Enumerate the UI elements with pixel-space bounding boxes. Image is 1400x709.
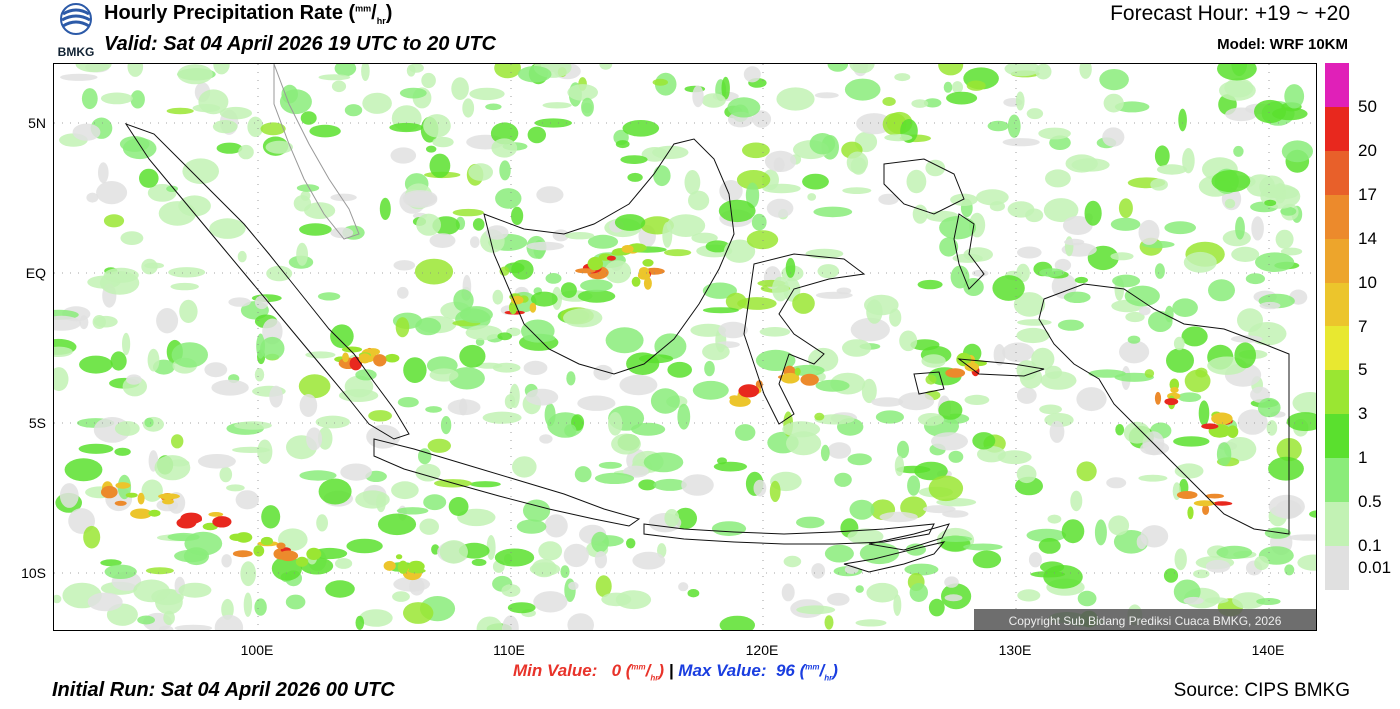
colorbar-swatch — [1325, 282, 1349, 327]
colorbar-label: 14 — [1358, 228, 1377, 248]
min-max-values: Min Value: 0 (mm/hr) | Max Value: 96 (mm… — [513, 661, 838, 682]
colorbar-label: 10 — [1358, 272, 1377, 292]
map-copyright: Copyright Sub Bidang Prediksi Cuaca BMKG… — [974, 609, 1316, 630]
colorbar-label: 20 — [1358, 140, 1377, 160]
lon-label-130e: 130E — [998, 642, 1032, 658]
lat-label-eq: EQ — [25, 265, 46, 281]
colorbar-swatch — [1325, 545, 1349, 590]
bmkg-logo: BMKG — [58, 3, 95, 58]
max-value: Max Value: 96 (mm/hr) — [678, 661, 838, 683]
colorbar-swatch — [1325, 370, 1349, 415]
colorbar-label: 0.01 — [1358, 558, 1392, 578]
coastlines — [124, 64, 1290, 573]
svg-text:BMKG: BMKG — [58, 45, 95, 58]
source: Source: CIPS BMKG — [1173, 680, 1350, 701]
chart-title: Hourly Precipitation Rate (mm/hr) — [104, 2, 393, 26]
colorbar-label: 7 — [1358, 316, 1368, 336]
model-name: Model: WRF 10KM — [1217, 36, 1348, 53]
lon-label-110e: 110E — [493, 642, 525, 658]
colorbar-label: 17 — [1358, 184, 1377, 204]
lon-label-140e: 140E — [1251, 642, 1285, 658]
colorbar-swatch — [1325, 458, 1349, 503]
colorbar — [1325, 63, 1349, 590]
colorbar-swatch — [1325, 326, 1349, 371]
min-value: Min Value: 0 (mm/hr) — [513, 661, 665, 683]
colorbar-label: 50 — [1358, 96, 1377, 116]
lon-label-120e: 120E — [745, 642, 779, 658]
separator: | — [668, 661, 674, 680]
colorbar-swatch — [1325, 238, 1349, 283]
svg-text:Copyright Sub Bidang Prediksi: Copyright Sub Bidang Prediksi Cuaca BMKG… — [1009, 614, 1282, 628]
lon-label-100e: 100E — [240, 642, 274, 658]
valid-time: Valid: Sat 04 April 2026 19 UTC to 20 UT… — [104, 33, 496, 55]
colorbar-swatch — [1325, 106, 1349, 151]
graticule — [54, 64, 1316, 630]
colorbar-label: 1 — [1358, 448, 1368, 468]
colorbar-swatch — [1325, 150, 1349, 195]
colorbar-swatch — [1325, 414, 1349, 459]
colorbar-label: 5 — [1358, 360, 1368, 380]
colorbar-label: 3 — [1358, 404, 1368, 424]
colorbar-swatch — [1325, 502, 1349, 546]
initial-run: Initial Run: Sat 04 April 2026 00 UTC — [52, 679, 395, 701]
lat-label-5n: 5N — [28, 115, 46, 131]
lat-label-10s: 10S — [21, 565, 46, 581]
colorbar-label: 0.5 — [1358, 492, 1382, 512]
colorbar-label: 0.1 — [1358, 536, 1382, 556]
precipitation-field — [54, 64, 1316, 630]
colorbar-swatch — [1325, 63, 1349, 107]
precipitation-map: Copyright Sub Bidang Prediksi Cuaca BMKG… — [53, 63, 1317, 631]
lat-label-5s: 5S — [28, 415, 46, 431]
forecast-hour: Forecast Hour: +19 ~ +20 — [1110, 2, 1350, 25]
colorbar-swatch — [1325, 194, 1349, 239]
